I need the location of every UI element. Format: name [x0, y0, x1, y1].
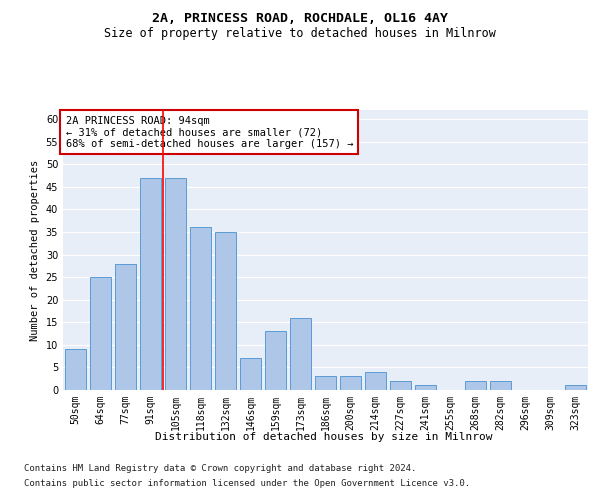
Text: Size of property relative to detached houses in Milnrow: Size of property relative to detached ho…	[104, 26, 496, 40]
Text: Contains public sector information licensed under the Open Government Licence v3: Contains public sector information licen…	[24, 479, 470, 488]
Bar	[140, 178, 161, 390]
Bar	[415, 386, 436, 390]
Bar	[240, 358, 261, 390]
Text: Distribution of detached houses by size in Milnrow: Distribution of detached houses by size …	[155, 432, 493, 442]
Bar	[190, 228, 211, 390]
Bar	[265, 332, 286, 390]
Bar	[315, 376, 336, 390]
Bar	[165, 178, 186, 390]
Bar	[340, 376, 361, 390]
Text: 2A PRINCESS ROAD: 94sqm
← 31% of detached houses are smaller (72)
68% of semi-de: 2A PRINCESS ROAD: 94sqm ← 31% of detache…	[65, 116, 353, 149]
Bar	[490, 381, 511, 390]
Bar	[365, 372, 386, 390]
Bar	[65, 350, 86, 390]
Bar	[565, 386, 586, 390]
Bar	[465, 381, 486, 390]
Bar	[215, 232, 236, 390]
Bar	[90, 277, 111, 390]
Bar	[390, 381, 411, 390]
Text: 2A, PRINCESS ROAD, ROCHDALE, OL16 4AY: 2A, PRINCESS ROAD, ROCHDALE, OL16 4AY	[152, 12, 448, 26]
Text: Contains HM Land Registry data © Crown copyright and database right 2024.: Contains HM Land Registry data © Crown c…	[24, 464, 416, 473]
Y-axis label: Number of detached properties: Number of detached properties	[30, 160, 40, 340]
Bar	[290, 318, 311, 390]
Bar	[115, 264, 136, 390]
